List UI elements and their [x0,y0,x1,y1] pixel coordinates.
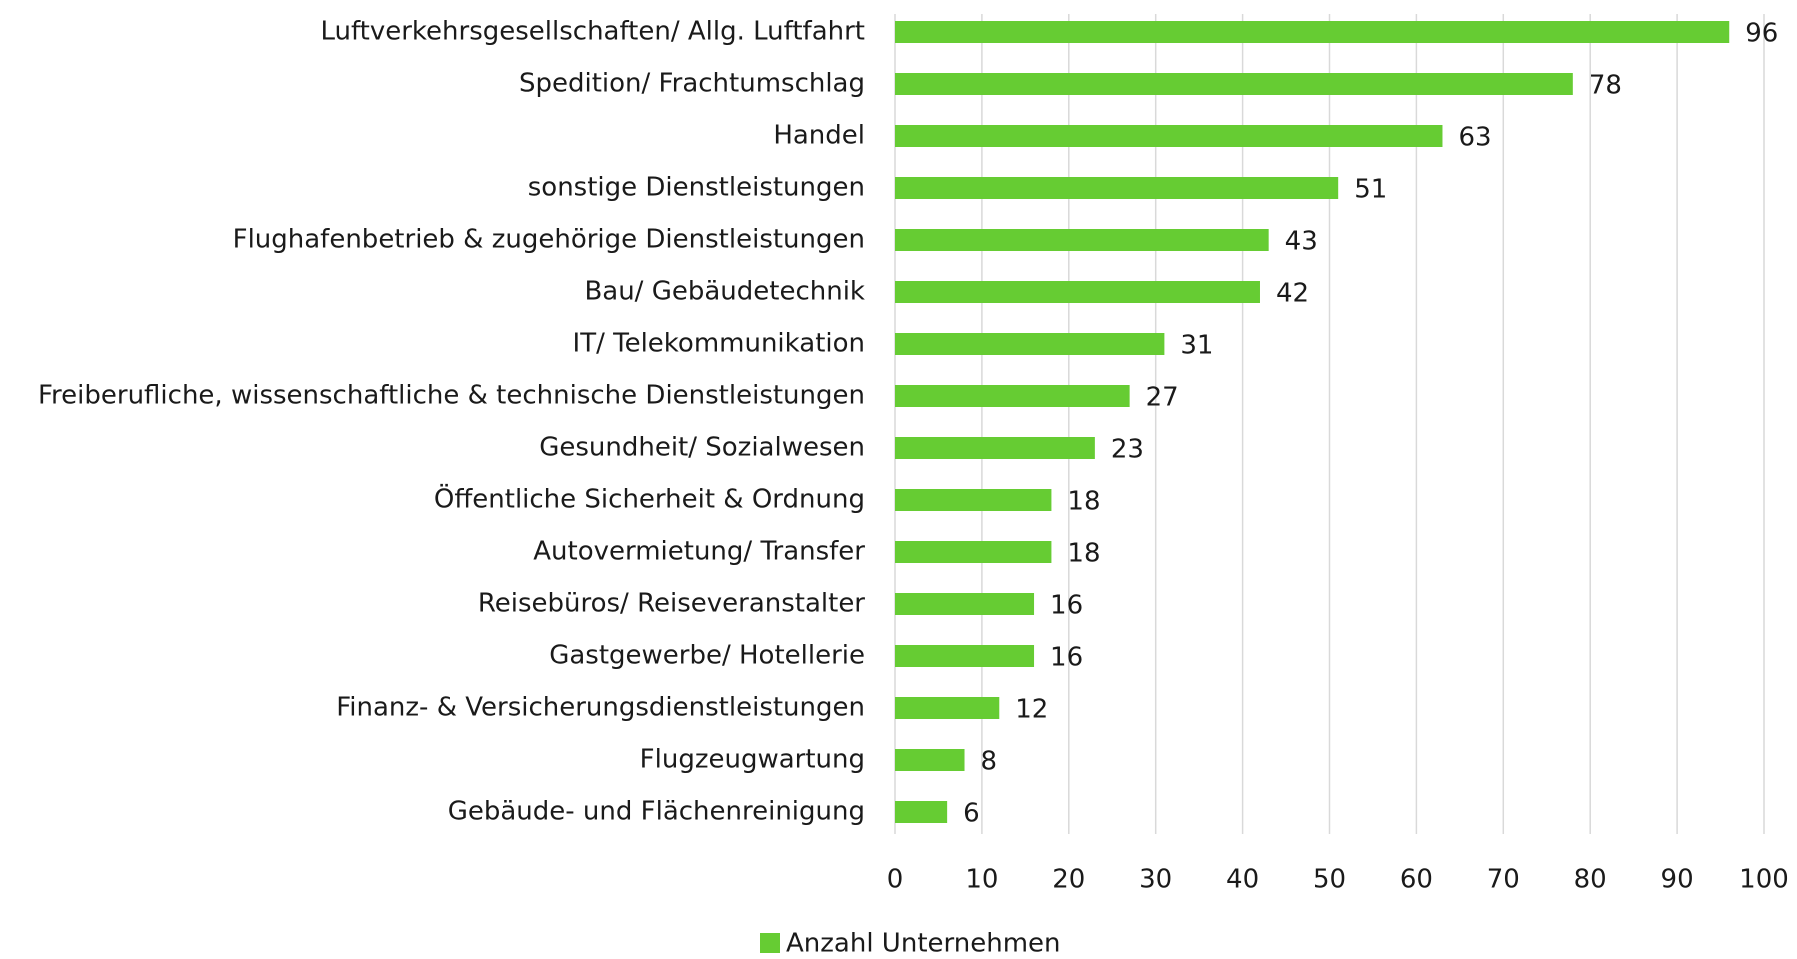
bar [895,333,1165,355]
y-tick-label: Gastgewerbe/ Hotellerie [549,641,865,671]
y-tick-label: Autovermietung/ Transfer [533,537,865,567]
bar [895,489,1052,511]
bar [895,177,1339,199]
y-tick-label: Spedition/ Frachtumschlag [519,69,865,99]
y-tick-label: sonstige Dienstleistungen [528,173,865,203]
y-tick-label: Finanz- & Versicherungsdienstleistungen [336,693,865,723]
x-tick-label: 90 [1661,865,1694,895]
x-tick-label: 60 [1400,865,1433,895]
y-tick-label: Reisebüros/ Reiseveranstalter [478,589,865,619]
legend-label: Anzahl Unternehmen [786,929,1061,959]
bar [895,21,1730,43]
data-label: 51 [1354,175,1387,205]
bar [895,437,1095,459]
y-tick-label: Gebäude- und Flächenreinigung [448,797,865,827]
data-label: 78 [1589,71,1622,101]
y-tick-label: Handel [773,121,865,151]
bar [895,541,1052,563]
y-tick-label: Öffentliche Sicherheit & Ordnung [434,483,865,515]
y-tick-label: IT/ Telekommunikation [573,329,865,359]
data-label: 42 [1276,279,1309,309]
y-tick-label: Flughafenbetrieb & zugehörige Dienstleis… [233,225,865,255]
data-label: 63 [1458,123,1491,153]
bar [895,749,965,771]
data-label: 18 [1067,487,1100,517]
x-tick-label: 100 [1739,865,1789,895]
data-label: 8 [981,747,998,777]
bar [895,229,1269,251]
bar [895,645,1035,667]
x-tick-label: 20 [1052,865,1085,895]
x-tick-label: 80 [1574,865,1607,895]
bar [895,801,948,823]
x-tick-label: 0 [887,865,904,895]
data-label: 27 [1146,383,1179,413]
x-tick-label: 40 [1226,865,1259,895]
bar [895,697,1000,719]
y-tick-label: Luftverkehrsgesellschaften/ Allg. Luftfa… [320,17,865,47]
y-tick-label: Bau/ Gebäudetechnik [584,277,865,307]
bar [895,73,1573,95]
bar [895,385,1130,407]
x-tick-label: 50 [1313,865,1346,895]
data-label: 43 [1285,227,1318,257]
data-label: 23 [1111,435,1144,465]
x-tick-label: 70 [1487,865,1520,895]
data-label: 12 [1015,695,1048,725]
data-label: 96 [1745,19,1778,49]
x-tick-label: 10 [965,865,998,895]
bar [895,281,1260,303]
bar [895,593,1035,615]
legend-swatch [760,933,780,953]
data-label: 6 [963,799,980,829]
y-tick-label: Freiberufliche, wissenschaftliche & tech… [38,381,865,411]
data-label: 16 [1050,591,1083,621]
bar [895,125,1443,147]
data-label: 16 [1050,643,1083,673]
data-label: 18 [1067,539,1100,569]
y-tick-label: Flugzeugwartung [640,745,865,775]
y-tick-label: Gesundheit/ Sozialwesen [539,433,865,463]
data-label: 31 [1180,331,1213,361]
x-tick-label: 30 [1139,865,1172,895]
